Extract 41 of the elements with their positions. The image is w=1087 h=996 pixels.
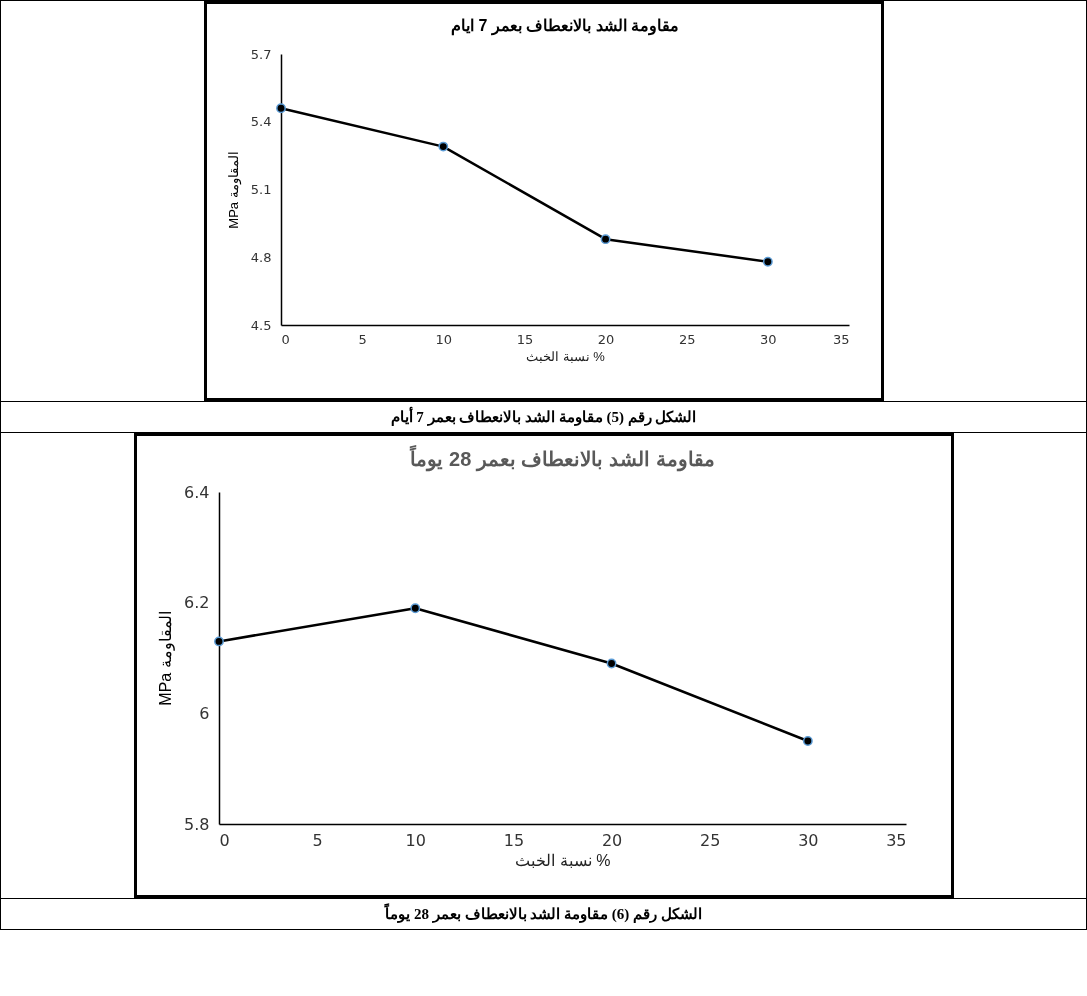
x-tick-label: 30 [759, 331, 777, 347]
point [606, 658, 616, 669]
x-tick-label: 0 [219, 830, 230, 850]
x-tick-label: 35 [832, 331, 849, 347]
point [437, 141, 448, 152]
point [762, 256, 773, 267]
y-tick-label: 4.8 [250, 249, 271, 265]
x-tick-label: 0 [281, 331, 290, 347]
y-axis-title: MPa المقاومة [156, 611, 175, 706]
y-tick-label: 6.4 [183, 482, 209, 502]
x-tick-label: 35 [885, 830, 906, 850]
x-tick-label: 5 [312, 830, 323, 850]
y-tick-label: 5.1 [250, 182, 271, 197]
text: الشكل رقم (6) مقاومة الشد بالانعطاف بعمر 28 يوماً [385, 902, 702, 925]
text: الشكل رقم (5) مقاومة الشد بالانعطاف بعمر 7 أيام [390, 405, 697, 428]
y-tick-label: 5.8 [183, 814, 209, 834]
y-axis-title: MPa المقاومة [225, 151, 242, 229]
point [600, 234, 610, 245]
point [802, 736, 813, 746]
y-tick-label: 6.2 [183, 593, 209, 613]
x-tick-label: 20 [601, 830, 622, 850]
x-tick-label: 10 [435, 331, 452, 347]
x-axis-title: نسبة الخبث % [514, 851, 611, 869]
x-tick-label: 25 [699, 830, 720, 850]
x-tick-label: 15 [516, 331, 533, 347]
x-tick-label: 5 [358, 331, 367, 347]
point [213, 636, 224, 647]
x-tick-label: 10 [405, 830, 426, 850]
y-tick-label: 4.5 [250, 317, 271, 333]
x-tick-label: 20 [597, 331, 614, 347]
y-tick-label: 5.7 [250, 46, 271, 62]
y-tick-label: 6 [198, 703, 209, 723]
x-tick-label: 25 [678, 331, 695, 347]
point [409, 603, 420, 614]
y-tick-label: 5.4 [250, 114, 271, 130]
x-tick-label: 15 [503, 830, 524, 850]
x-tick-label: 30 [797, 830, 819, 850]
chart-title: مقاومة الشد بالانعطاف بعمر 28 يوماً [408, 445, 715, 472]
point [275, 103, 286, 114]
chart-title: مقاومة الشد بالانعطاف بعمر 7 ايام [450, 17, 679, 36]
x-axis-title: نسبة الخبث % [525, 348, 605, 364]
